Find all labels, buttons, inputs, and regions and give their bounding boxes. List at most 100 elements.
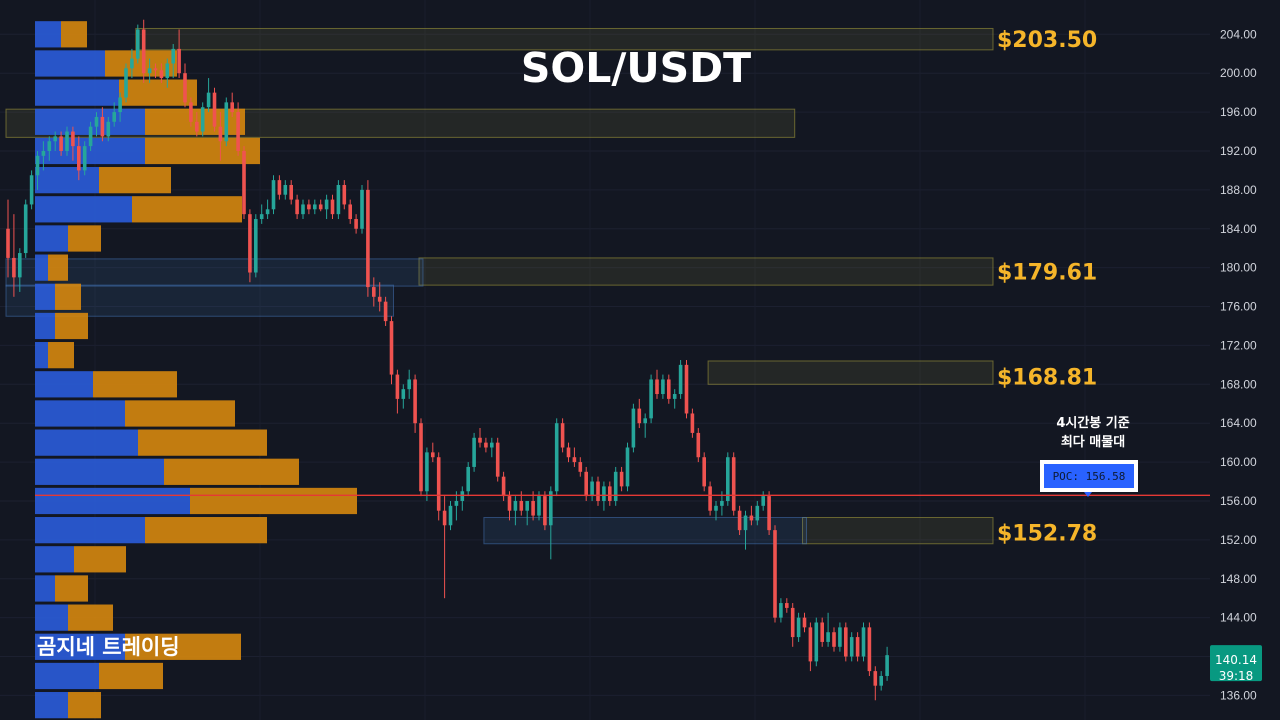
candle[interactable] bbox=[737, 505, 742, 535]
candle[interactable] bbox=[531, 491, 535, 521]
candle[interactable] bbox=[572, 447, 577, 467]
candle[interactable] bbox=[643, 413, 647, 438]
candle[interactable] bbox=[879, 671, 883, 691]
candle[interactable] bbox=[566, 442, 571, 463]
candle[interactable] bbox=[814, 617, 819, 667]
candle[interactable] bbox=[667, 374, 671, 404]
candle[interactable] bbox=[549, 486, 553, 560]
candle[interactable] bbox=[596, 476, 600, 506]
candle[interactable] bbox=[431, 442, 435, 463]
candle[interactable] bbox=[436, 452, 441, 521]
candle[interactable] bbox=[826, 612, 830, 647]
candle[interactable] bbox=[560, 418, 565, 453]
candle[interactable] bbox=[218, 112, 223, 161]
candle[interactable] bbox=[407, 369, 411, 399]
candle[interactable] bbox=[495, 437, 500, 482]
candle[interactable] bbox=[318, 199, 323, 212]
candle[interactable] bbox=[200, 102, 205, 137]
candle[interactable] bbox=[136, 24, 140, 64]
candle[interactable] bbox=[77, 136, 81, 181]
candle[interactable] bbox=[661, 374, 665, 399]
candle[interactable] bbox=[678, 360, 683, 399]
candle[interactable] bbox=[796, 612, 801, 642]
candle[interactable] bbox=[195, 112, 199, 137]
candle[interactable] bbox=[106, 116, 111, 142]
candle[interactable] bbox=[419, 418, 423, 497]
candle[interactable] bbox=[625, 442, 630, 492]
price-axis[interactable] bbox=[1210, 0, 1280, 720]
candle[interactable] bbox=[613, 466, 618, 506]
candle[interactable] bbox=[289, 180, 293, 205]
candle[interactable] bbox=[690, 408, 695, 438]
candle[interactable] bbox=[442, 496, 447, 599]
candle[interactable] bbox=[773, 525, 777, 623]
candle[interactable] bbox=[714, 500, 718, 521]
candle[interactable] bbox=[631, 403, 636, 453]
candle[interactable] bbox=[71, 126, 75, 161]
candle[interactable] bbox=[307, 199, 311, 215]
candle[interactable] bbox=[832, 627, 836, 652]
candle[interactable] bbox=[743, 510, 748, 550]
candle[interactable] bbox=[29, 170, 34, 210]
candle[interactable] bbox=[153, 63, 158, 79]
candle[interactable] bbox=[147, 58, 152, 83]
candle[interactable] bbox=[342, 180, 347, 210]
candle[interactable] bbox=[849, 632, 854, 662]
candle[interactable] bbox=[35, 150, 40, 190]
candle[interactable] bbox=[189, 97, 193, 127]
candle[interactable] bbox=[313, 199, 317, 215]
candle[interactable] bbox=[165, 58, 170, 88]
candle[interactable] bbox=[619, 466, 624, 492]
candle[interactable] bbox=[254, 214, 258, 278]
candle[interactable] bbox=[124, 63, 128, 103]
candle[interactable] bbox=[543, 491, 547, 531]
poc-label-box[interactable]: POC: 156.58 bbox=[1040, 460, 1138, 497]
candle[interactable] bbox=[755, 500, 760, 526]
candle[interactable] bbox=[348, 199, 352, 224]
candle[interactable] bbox=[41, 141, 46, 171]
candle[interactable] bbox=[490, 437, 494, 458]
candle[interactable] bbox=[460, 486, 465, 511]
candle[interactable] bbox=[401, 384, 406, 409]
candle[interactable] bbox=[785, 598, 789, 613]
candle[interactable] bbox=[94, 112, 99, 137]
candle[interactable] bbox=[59, 131, 63, 156]
candle[interactable] bbox=[183, 63, 187, 108]
candle[interactable] bbox=[354, 214, 358, 234]
candle[interactable] bbox=[602, 481, 606, 511]
candle[interactable] bbox=[259, 204, 264, 224]
candle[interactable] bbox=[790, 603, 795, 647]
candle[interactable] bbox=[466, 462, 470, 497]
candle[interactable] bbox=[885, 646, 889, 681]
candle[interactable] bbox=[383, 296, 388, 326]
candle[interactable] bbox=[501, 471, 506, 501]
candle[interactable] bbox=[844, 622, 848, 662]
candle[interactable] bbox=[525, 500, 529, 526]
candle[interactable] bbox=[425, 447, 429, 501]
candle[interactable] bbox=[484, 437, 488, 453]
candle[interactable] bbox=[330, 194, 335, 220]
candle[interactable] bbox=[608, 481, 612, 506]
candle[interactable] bbox=[100, 107, 105, 142]
candle[interactable] bbox=[537, 491, 541, 521]
candle[interactable] bbox=[578, 457, 583, 477]
candle[interactable] bbox=[171, 44, 175, 79]
candle[interactable] bbox=[454, 491, 459, 521]
candle[interactable] bbox=[242, 146, 246, 220]
candle[interactable] bbox=[708, 481, 712, 516]
candle[interactable] bbox=[6, 199, 10, 278]
candle[interactable] bbox=[672, 389, 677, 409]
candle[interactable] bbox=[283, 180, 288, 200]
candle[interactable] bbox=[206, 78, 211, 113]
candle[interactable] bbox=[684, 360, 689, 419]
candle[interactable] bbox=[513, 496, 518, 526]
candle[interactable] bbox=[360, 185, 364, 234]
candle[interactable] bbox=[236, 102, 240, 156]
candle[interactable] bbox=[88, 121, 93, 151]
candle[interactable] bbox=[855, 632, 860, 662]
candle[interactable] bbox=[472, 432, 476, 472]
candle[interactable] bbox=[554, 418, 559, 497]
candle[interactable] bbox=[336, 180, 341, 220]
candle[interactable] bbox=[802, 612, 807, 633]
